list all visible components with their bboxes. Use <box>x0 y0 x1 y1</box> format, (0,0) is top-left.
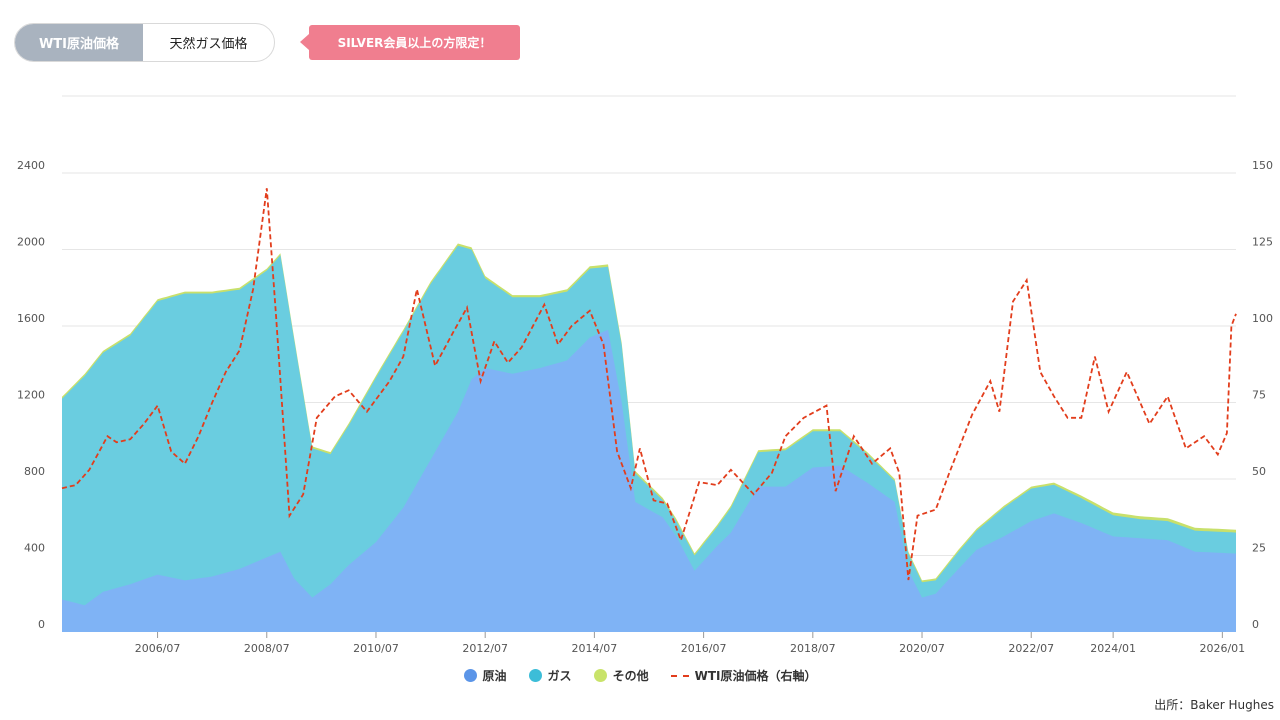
x-tick-label: 2024/01 <box>1090 642 1136 655</box>
legend-item-gas[interactable]: ガス <box>528 667 572 684</box>
area-oil <box>62 329 1236 632</box>
y-left-tick-label: 0 <box>38 618 45 631</box>
legend-item-wti[interactable]: WTI原油価格（右軸） <box>670 667 817 684</box>
y-left-tick-label: 1200 <box>17 389 45 402</box>
x-axis: 2006/07 2008/07 2010/07 2012/07 2014/07 2016/… <box>135 632 1245 655</box>
legend-label-gas: ガス <box>547 669 572 683</box>
y-right-tick-label: 75 <box>1252 389 1266 402</box>
x-tick-label: 2026/01 <box>1199 642 1245 655</box>
x-tick-label: 2020/07 <box>899 642 945 655</box>
y-right-tick-label: 125 <box>1252 236 1273 249</box>
chart-legend: 原油 ガス その他 WTI原油価格（右軸） <box>0 667 1280 684</box>
legend-item-other[interactable]: その他 <box>593 667 649 684</box>
y-left-tick-label: 400 <box>24 542 45 555</box>
x-tick-label: 2006/07 <box>135 642 181 655</box>
line-series <box>61 188 1237 581</box>
x-tick-label: 2014/07 <box>572 642 618 655</box>
area-gas <box>62 245 1236 632</box>
x-tick-label: 2018/07 <box>790 642 836 655</box>
legend-swatch-other <box>593 669 607 682</box>
rig-count-chart: 0 400 800 1200 1600 2000 2400 0 25 50 75 100 125 150… <box>17 95 1273 655</box>
legend-label-other: その他 <box>612 669 649 683</box>
y-left-tick-label: 1600 <box>17 312 45 325</box>
x-tick-label: 2010/07 <box>353 642 399 655</box>
area-series <box>62 243 1236 632</box>
y-right-tick-label: 25 <box>1252 542 1266 555</box>
y-left-tick-label: 2400 <box>17 159 45 172</box>
y-right-tick-label: 100 <box>1252 312 1273 325</box>
legend-label-oil: 原油 <box>482 669 507 683</box>
members-only-badge: SILVER会員以上の方限定！ <box>300 25 520 60</box>
line-wti-price <box>61 188 1237 581</box>
tab-wti-price[interactable]: WTI原油価格 <box>15 24 143 61</box>
y-axis-left: 0 400 800 1200 1600 2000 2400 <box>17 159 45 631</box>
source-note: 出所：Baker Hughes <box>1154 698 1274 712</box>
legend-swatch-oil <box>463 669 477 682</box>
legend-label-wti: WTI原油価格（右軸） <box>694 669 817 683</box>
x-tick-label: 2022/07 <box>1008 642 1054 655</box>
y-left-tick-label: 2000 <box>17 236 45 249</box>
x-tick-label: 2016/07 <box>681 642 727 655</box>
legend-swatch-gas <box>528 669 542 682</box>
y-left-tick-label: 800 <box>24 465 45 478</box>
legend-swatch-wti <box>670 674 689 677</box>
y-right-tick-label: 0 <box>1252 618 1259 631</box>
y-right-tick-label: 150 <box>1252 159 1273 172</box>
x-tick-label: 2008/07 <box>244 642 290 655</box>
commodity-toggle: WTI原油価格 天然ガス価格 <box>14 23 275 62</box>
y-right-tick-label: 50 <box>1252 465 1266 478</box>
x-tick-label: 2012/07 <box>462 642 508 655</box>
legend-item-oil[interactable]: 原油 <box>463 667 507 684</box>
y-axis-right: 0 25 50 75 100 125 150 <box>1252 159 1273 631</box>
tab-natural-gas-price[interactable]: 天然ガス価格 <box>169 37 248 52</box>
